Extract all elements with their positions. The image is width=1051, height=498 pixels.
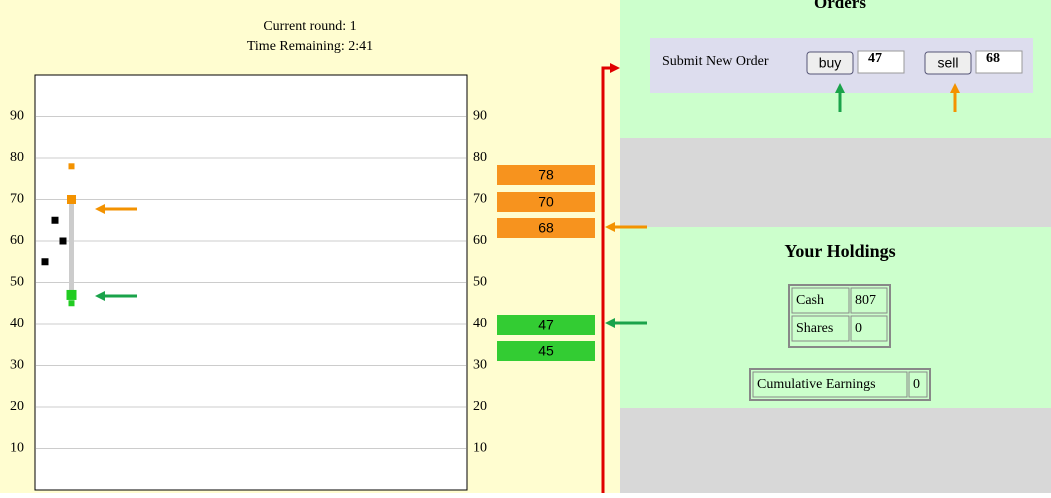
gap: [620, 138, 1051, 227]
ask-box: [497, 165, 595, 185]
y-tick-label-right: 10: [473, 441, 487, 456]
buy-text[interactable]: buy: [819, 55, 842, 71]
bid-box: [497, 341, 595, 361]
holding-name: Shares: [796, 321, 833, 336]
trade-point: [51, 216, 59, 224]
buy-button[interactable]: [806, 51, 854, 75]
round: Current round: 1: [263, 19, 356, 34]
ask-price: 70: [538, 194, 554, 210]
ask-point: [67, 195, 76, 204]
ask-price: 68: [538, 220, 554, 236]
spread-bar: [69, 199, 74, 295]
time: Time Remaining: 2:41: [247, 39, 373, 54]
orders-title: Orders: [814, 0, 866, 12]
cell: [791, 287, 850, 314]
order-label: Submit New Order: [662, 54, 769, 69]
gap: [620, 408, 1051, 493]
y-tick-label-right: 50: [473, 275, 487, 290]
holding-name: Cash: [796, 293, 824, 308]
sell-price[interactable]: 68: [986, 51, 1000, 66]
ask-price: 78: [538, 167, 554, 183]
bid-price: 47: [538, 317, 554, 333]
bid-box: [497, 315, 595, 335]
y-tick-label-right: 80: [473, 150, 487, 165]
cell: [791, 315, 850, 342]
trade-point: [41, 258, 49, 266]
sell-text[interactable]: sell: [937, 55, 958, 71]
cell: [752, 371, 908, 398]
y-tick-label: 80: [10, 150, 24, 165]
earnings-value: 0: [913, 377, 920, 392]
ask-point: [68, 163, 75, 170]
y-tick-label-right: 30: [473, 358, 487, 373]
sell-input[interactable]: [975, 50, 1023, 74]
bid-price: 45: [538, 343, 554, 359]
holdings-title: Your Holdings: [784, 241, 895, 261]
y-tick-label: 10: [10, 441, 24, 456]
trade-point: [59, 237, 67, 245]
y-tick-label: 90: [10, 109, 24, 124]
y-tick-label-right: 70: [473, 192, 487, 207]
sell-button[interactable]: [924, 51, 972, 75]
ask-box: [497, 192, 595, 212]
earnings-table: [749, 368, 931, 401]
y-tick-label-right: 90: [473, 109, 487, 124]
y-tick-label-right: 20: [473, 399, 487, 414]
y-tick-label: 70: [10, 192, 24, 207]
y-tick-label: 20: [10, 399, 24, 414]
y-tick-label: 30: [10, 358, 24, 373]
y-tick-label: 50: [10, 275, 24, 290]
holding-value: 0: [855, 321, 862, 336]
cell: [850, 315, 888, 342]
buy-price[interactable]: 47: [868, 51, 882, 66]
holding-value: 807: [855, 293, 876, 308]
arrows: [100, 66, 957, 493]
buy-input[interactable]: [857, 50, 905, 74]
bid-point: [68, 300, 75, 307]
y-tick-label: 40: [10, 316, 24, 331]
arrowheads: [95, 63, 960, 328]
y-tick-label-right: 40: [473, 316, 487, 331]
cell: [850, 287, 888, 314]
holdings-panel: [620, 227, 1051, 408]
y-tick-label-right: 60: [473, 233, 487, 248]
earnings-label: Cumulative Earnings: [757, 377, 876, 392]
ask-box: [497, 218, 595, 238]
holdings-table: [788, 284, 891, 348]
cell: [908, 371, 928, 398]
bid-point: [66, 289, 77, 300]
y-tick-label: 60: [10, 233, 24, 248]
